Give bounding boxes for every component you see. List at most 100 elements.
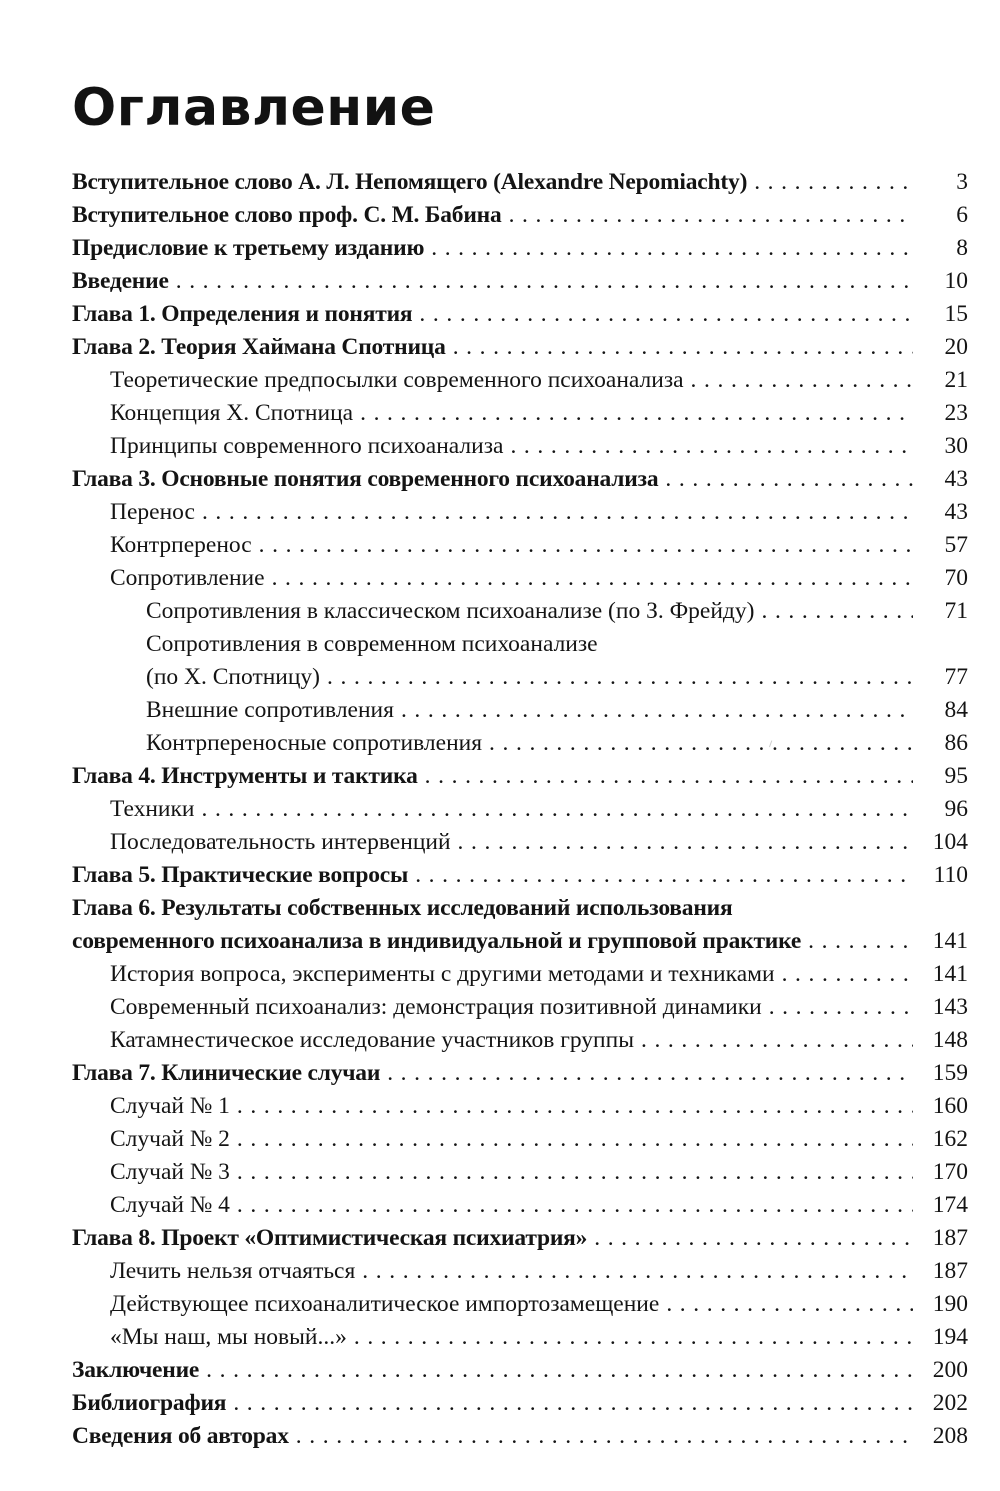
toc-entry-line: Последовательность интервенций 104 [110, 826, 968, 859]
toc-entry-label: «Мы наш, мы новый...» [110, 1324, 347, 1350]
toc-entry-label: Катамнестическое исследование участников… [110, 1027, 634, 1053]
dot-leader [320, 661, 913, 694]
toc-entry-page: 43 [944, 499, 969, 525]
toc-entry-page: 194 [932, 1324, 968, 1350]
toc-entry-page: 21 [944, 367, 969, 393]
toc-entry[interactable]: Действующее психоаналитическое импортоза… [72, 1288, 968, 1321]
toc-entry-line: Теоретические предпосылки современного п… [110, 364, 968, 397]
toc-entry[interactable]: Глава 4. Инструменты и тактика 95 [72, 760, 968, 793]
toc-entry[interactable]: Введение 10 [72, 265, 968, 298]
toc-entry-line: Контрпереносные сопротивления 86 [146, 727, 968, 760]
toc-entry-label: Глава 3. Основные понятия современного п… [72, 466, 659, 492]
toc-entry-line: Сведения об авторах 208 [72, 1420, 968, 1453]
dot-leader [169, 265, 913, 298]
toc-entry[interactable]: Глава 3. Основные понятия современного п… [72, 463, 968, 496]
toc-entry-page: 57 [944, 532, 969, 558]
toc-entry-page: 43 [944, 466, 969, 492]
toc-entry-page: 96 [944, 796, 969, 822]
toc-entry-line: Катамнестическое исследование участников… [110, 1024, 968, 1057]
toc-entry-line: Глава 5. Практические вопросы 110 [72, 859, 968, 892]
dot-leader [347, 1321, 913, 1354]
toc-entry[interactable]: Перенос 43 [72, 496, 968, 529]
toc-entry-label: Глава 5. Практические вопросы [72, 862, 409, 888]
toc-entry-page: 70 [944, 565, 969, 591]
toc-entry[interactable]: Глава 2. Теория Хаймана Спотница 20 [72, 331, 968, 364]
toc-entry-label: Внешние сопротивления [146, 697, 394, 723]
toc-entry-label: История вопроса, эксперименты с другими … [110, 961, 775, 987]
toc-entry[interactable]: История вопроса, эксперименты с другими … [72, 958, 968, 991]
toc-entry[interactable]: Сведения об авторах 208 [72, 1420, 968, 1453]
toc-entry-page: 84 [944, 697, 969, 723]
toc-entry-page: 187 [932, 1258, 968, 1284]
toc-entry[interactable]: Глава 5. Практические вопросы 110 [72, 859, 968, 892]
toc-entry-label: Техники [110, 796, 195, 822]
toc-entry[interactable]: Заключение 200 [72, 1354, 968, 1387]
toc-entry[interactable]: Случай № 1 160 [72, 1090, 968, 1123]
toc-entry[interactable]: Случай № 3 170 [72, 1156, 968, 1189]
dot-leader [502, 199, 913, 232]
dot-leader [394, 694, 913, 727]
toc-entry[interactable]: Лечить нельзя отчаяться 187 [72, 1255, 968, 1288]
toc-entry-page: 3 [956, 169, 968, 195]
toc-entry[interactable]: Случай № 4 174 [72, 1189, 968, 1222]
toc-entry[interactable]: Глава 1. Определения и понятия 15 [72, 298, 968, 331]
toc-entry-label: Современный психоанализ: демонстрация по… [110, 994, 762, 1020]
toc-entry-line: «Мы наш, мы новый...» 194 [110, 1321, 968, 1354]
toc-entry[interactable]: Последовательность интервенций 104 [72, 826, 968, 859]
toc-entry-page: 143 [932, 994, 968, 1020]
dot-leader [230, 1189, 913, 1222]
toc-entry-line: Вступительное слово проф. С. М. Бабина 6 [72, 199, 968, 232]
toc-entry-page: 95 [944, 763, 969, 789]
toc-entry-line: Сопротивления в классическом психоанализ… [146, 595, 968, 628]
toc-entry-page: 77 [944, 664, 969, 690]
dot-leader [775, 958, 913, 991]
toc-entry-label: Сопротивления в классическом психоанализ… [146, 598, 755, 624]
toc-entry[interactable]: Контрперенос 57 [72, 529, 968, 562]
toc-entry[interactable]: Современный психоанализ: демонстрация по… [72, 991, 968, 1024]
toc-entry-line: Введение 10 [72, 265, 968, 298]
toc-entry[interactable]: Принципы современного психоанализа 30 [72, 430, 968, 463]
toc-entry[interactable]: Сопротивления в классическом психоанализ… [72, 595, 968, 628]
toc-entry[interactable]: «Мы наш, мы новый...» 194 [72, 1321, 968, 1354]
toc-entry-line: Случай № 3 170 [110, 1156, 968, 1189]
toc-entry-label: Вступительное слово А. Л. Непомящего (Al… [72, 169, 748, 195]
toc-entry[interactable]: Вступительное слово проф. С. М. Бабина 6 [72, 199, 968, 232]
dot-leader [289, 1420, 913, 1453]
toc-entry-line: Сопротивления в современном психоанализе [146, 628, 968, 661]
toc-entry[interactable]: Теоретические предпосылки современного п… [72, 364, 968, 397]
toc-entry-page: 174 [932, 1192, 968, 1218]
toc-entry-label: Случай № 2 [110, 1126, 230, 1152]
toc-entry[interactable]: Случай № 2 162 [72, 1123, 968, 1156]
toc-entry[interactable]: Предисловие к третьему изданию 8 [72, 232, 968, 265]
toc-entry[interactable]: Библиография 202 [72, 1387, 968, 1420]
dot-leader [587, 1222, 913, 1255]
toc-entry[interactable]: Внешние сопротивления 84 [72, 694, 968, 727]
toc-entry[interactable]: Глава 8. Проект «Оптимистическая психиат… [72, 1222, 968, 1255]
toc-entry-page: 20 [944, 334, 969, 360]
toc-entry-page: 15 [944, 301, 969, 327]
toc-entry-line: История вопроса, эксперименты с другими … [110, 958, 968, 991]
toc-entry[interactable]: Катамнестическое исследование участников… [72, 1024, 968, 1057]
toc-entry-page: 141 [932, 928, 968, 954]
table-of-contents: Вступительное слово А. Л. Непомящего (Al… [72, 166, 968, 1453]
toc-entry-line: Лечить нельзя отчаяться 187 [110, 1255, 968, 1288]
toc-entry-label: Действующее психоаналитическое импортоза… [110, 1291, 660, 1317]
toc-entry[interactable]: Сопротивление 70 [72, 562, 968, 595]
toc-entry[interactable]: Концепция Х. Спотница 23 [72, 397, 968, 430]
toc-entry[interactable]: Контрпереносные сопротивления 86 [72, 727, 968, 760]
toc-entry-label: Контрперенос [110, 532, 252, 558]
toc-entry-page: 159 [932, 1060, 968, 1086]
toc-entry-line: Глава 6. Результаты собственных исследов… [72, 892, 968, 925]
toc-entry[interactable]: Глава 7. Клинические случаи 159 [72, 1057, 968, 1090]
dot-leader [762, 991, 913, 1024]
toc-entry-line: Глава 4. Инструменты и тактика 95 [72, 760, 968, 793]
toc-entry[interactable]: Вступительное слово А. Л. Непомящего (Al… [72, 166, 968, 199]
toc-entry[interactable]: Глава 6. Результаты собственных исследов… [72, 892, 968, 958]
toc-entry[interactable]: Сопротивления в современном психоанализе… [72, 628, 968, 694]
toc-entry-label: Глава 8. Проект «Оптимистическая психиат… [72, 1225, 588, 1251]
toc-entry-line: Техники 96 [110, 793, 968, 826]
toc-entry[interactable]: Техники 96 [72, 793, 968, 826]
dot-leader [482, 727, 913, 760]
toc-entry-line: Случай № 1 160 [110, 1090, 968, 1123]
